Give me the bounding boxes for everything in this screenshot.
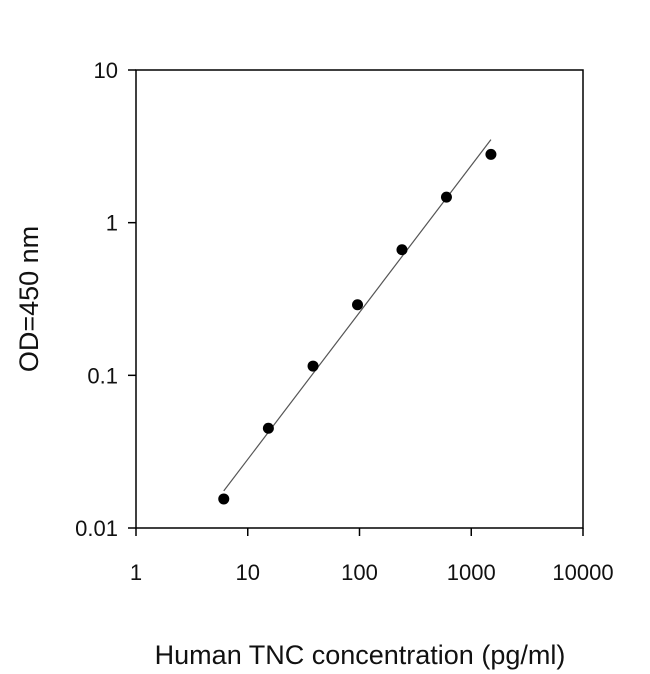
- y-tick-label: 0.1: [87, 363, 118, 388]
- y-axis-title: OD=450 nm: [14, 226, 44, 372]
- regression-fit-line: [223, 139, 492, 492]
- y-tick-label: 10: [94, 58, 118, 83]
- x-tick-label: 10000: [552, 560, 613, 585]
- x-tick-label: 1: [130, 560, 142, 585]
- data-point: [485, 148, 497, 160]
- x-axis-title: Human TNC concentration (pg/ml): [155, 640, 566, 670]
- data-point: [218, 493, 230, 505]
- y-tick-label: 1: [106, 211, 118, 236]
- data-point: [307, 360, 319, 372]
- x-tick-label: 100: [341, 560, 378, 585]
- data-point: [396, 244, 408, 256]
- data-point: [262, 422, 274, 434]
- x-tick-label: 1000: [447, 560, 496, 585]
- data-points: [218, 148, 497, 505]
- data-point: [440, 191, 452, 203]
- y-tick-label: 0.01: [75, 516, 118, 541]
- x-axis: 1 10 100 1000 10000: [130, 528, 614, 585]
- y-axis: 0.01 0.1 1 10: [75, 58, 136, 541]
- plot-frame: [135, 69, 584, 529]
- data-point: [352, 299, 364, 311]
- x-tick-label: 10: [236, 560, 260, 585]
